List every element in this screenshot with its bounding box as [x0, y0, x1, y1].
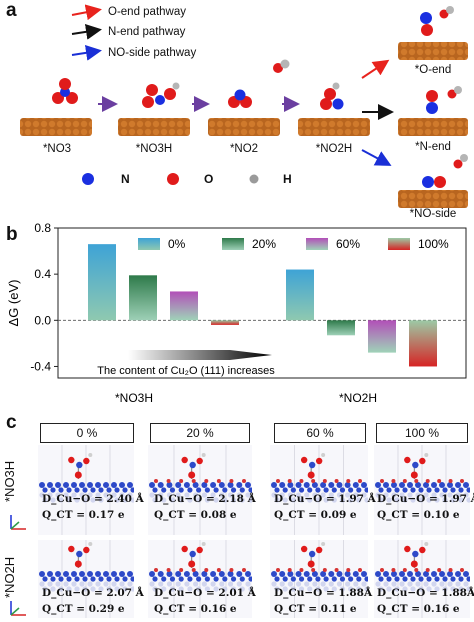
column-header-20: 20 %	[150, 423, 250, 443]
label-no3: *NO3	[42, 143, 72, 155]
structure-cell	[374, 445, 470, 535]
bar-*NO3H-20%	[129, 275, 157, 321]
molecule-o-end	[420, 6, 454, 36]
atom-legend-h-dot	[249, 174, 259, 184]
molecule-no2	[228, 89, 252, 108]
d-cu-o-value: D_Cu−O = 2.40 Å	[42, 493, 144, 505]
y-axis-label: ΔG (eV)	[6, 280, 21, 327]
slab-no-side	[398, 190, 468, 208]
molecule-no-side	[422, 154, 468, 188]
panel-a-letter: a	[6, 0, 17, 21]
panel-b-letter: b	[6, 224, 18, 245]
column-header-0: 0 %	[40, 423, 134, 443]
label-no3h: *NO3H	[135, 143, 173, 155]
structure-cell	[270, 540, 368, 618]
legend-swatch	[222, 238, 244, 250]
d-cu-o-value: D_Cu−O = 2.07 Å	[42, 587, 144, 599]
d-cu-o-value: D_Cu−O = 1.88Å	[377, 587, 474, 599]
label-n-end: *N-end	[415, 141, 451, 153]
x-category-label: *NO3H	[115, 391, 153, 405]
structure-cell	[374, 540, 470, 618]
d-cu-o-value: D_Cu−O = 2.01 Å	[154, 587, 256, 599]
q-ct-value: Q_CT = 0.11 e	[274, 603, 357, 615]
label-no-side: *NO-side	[409, 208, 457, 220]
annotation-text: The content of Cu₂O (111) increases	[97, 365, 275, 377]
d-cu-o-value: D_Cu−O = 1.88Å	[274, 587, 373, 599]
legend-label: 100%	[418, 237, 449, 251]
legend-o-end: O-end pathway	[108, 6, 186, 18]
d-cu-o-value: D_Cu−O = 2.18 Å	[154, 493, 256, 505]
legend-swatch	[388, 238, 410, 250]
legend-n-end: N-end pathway	[108, 26, 186, 38]
column-header-60: 60 %	[274, 423, 366, 443]
bar-*NO2H-0%	[286, 269, 314, 321]
bar-*NO2H-20%	[327, 320, 355, 336]
legend-swatch	[138, 238, 160, 250]
q-ct-value: Q_CT = 0.29 e	[42, 603, 125, 615]
bar-*NO3H-0%	[88, 244, 116, 321]
structure-cell	[38, 445, 134, 535]
slab-no2	[208, 118, 280, 136]
column-header-100: 100 %	[376, 423, 468, 443]
slab-o-end	[398, 42, 468, 60]
bar-*NO3H-60%	[170, 291, 198, 321]
molecule-no2h	[320, 82, 344, 110]
structure-cell	[270, 445, 368, 535]
plot-frame	[57, 227, 467, 379]
bar-chart: -0.4 0.0 0.4 0.8 ΔG (eV) *NO3H *NO2H 0% 20% 60% 10…	[6, 222, 467, 405]
atom-legend-n-dot	[82, 173, 94, 185]
pathway-arrow-o-end	[361, 59, 390, 79]
q-ct-value: Q_CT = 0.10 e	[377, 509, 460, 521]
increase-arrow	[128, 350, 272, 360]
structure-cell	[38, 540, 134, 618]
d-cu-o-value: D_Cu−O = 1.97 Å	[377, 493, 474, 505]
legend-no-side: NO-side pathway	[108, 47, 197, 59]
row-label-no3h: *NO3H	[2, 460, 17, 502]
molecule-no3h	[142, 82, 180, 108]
slab-n-end	[398, 118, 468, 136]
q-ct-value: Q_CT = 0.09 e	[274, 509, 357, 521]
label-no2h: *NO2H	[315, 143, 353, 155]
bar-*NO3H-100%	[211, 320, 239, 325]
slab-no2h	[298, 118, 370, 136]
atom-legend-o: O	[204, 172, 214, 186]
slab-no3h	[118, 118, 190, 136]
molecule-no3	[52, 78, 78, 104]
label-o-end: *O-end	[414, 64, 452, 76]
legend-label: 0%	[168, 237, 186, 251]
axis-triad-icon	[10, 601, 26, 616]
y-tick-label: 0.0	[34, 313, 51, 327]
label-no2: *NO2	[229, 143, 259, 155]
atom-legend-n: N	[121, 172, 130, 186]
atom-legend-h: H	[283, 172, 292, 186]
x-category-label: *NO2H	[339, 391, 377, 405]
row-label-no2h: *NO2H	[2, 556, 17, 598]
molecule-n-end	[426, 86, 462, 114]
d-cu-o-value: D_Cu−O = 1.97 Å	[274, 493, 376, 505]
y-tick-label: -0.4	[30, 359, 51, 373]
legend-label: 60%	[336, 237, 360, 251]
q-ct-value: Q_CT = 0.17 e	[42, 509, 125, 521]
structure-cell	[148, 445, 252, 535]
y-tick-label: 0.8	[34, 222, 51, 235]
q-ct-value: Q_CT = 0.16 e	[154, 603, 237, 615]
legend-label: 20%	[252, 237, 276, 251]
y-tick-label: 0.4	[34, 267, 51, 281]
q-ct-value: Q_CT = 0.08 e	[154, 509, 237, 521]
molecule-water-a	[273, 59, 290, 73]
legend-swatch	[306, 238, 328, 250]
atom-legend-o-dot	[167, 173, 179, 185]
legend-arrow-no-side	[71, 44, 102, 61]
panel-a-illustration	[20, 4, 468, 208]
legend-arrow-n-end	[71, 23, 102, 40]
bar-*NO2H-100%	[409, 320, 437, 367]
panel-c-letter: c	[6, 412, 17, 433]
slab-no3	[20, 118, 92, 136]
axis-triad-icon	[10, 515, 26, 530]
pathway-arrow-no-side	[361, 149, 392, 166]
legend-arrow-o-end	[71, 4, 102, 21]
q-ct-value: Q_CT = 0.16 e	[377, 603, 460, 615]
structure-cell	[148, 540, 252, 618]
bar-*NO2H-60%	[368, 320, 396, 353]
